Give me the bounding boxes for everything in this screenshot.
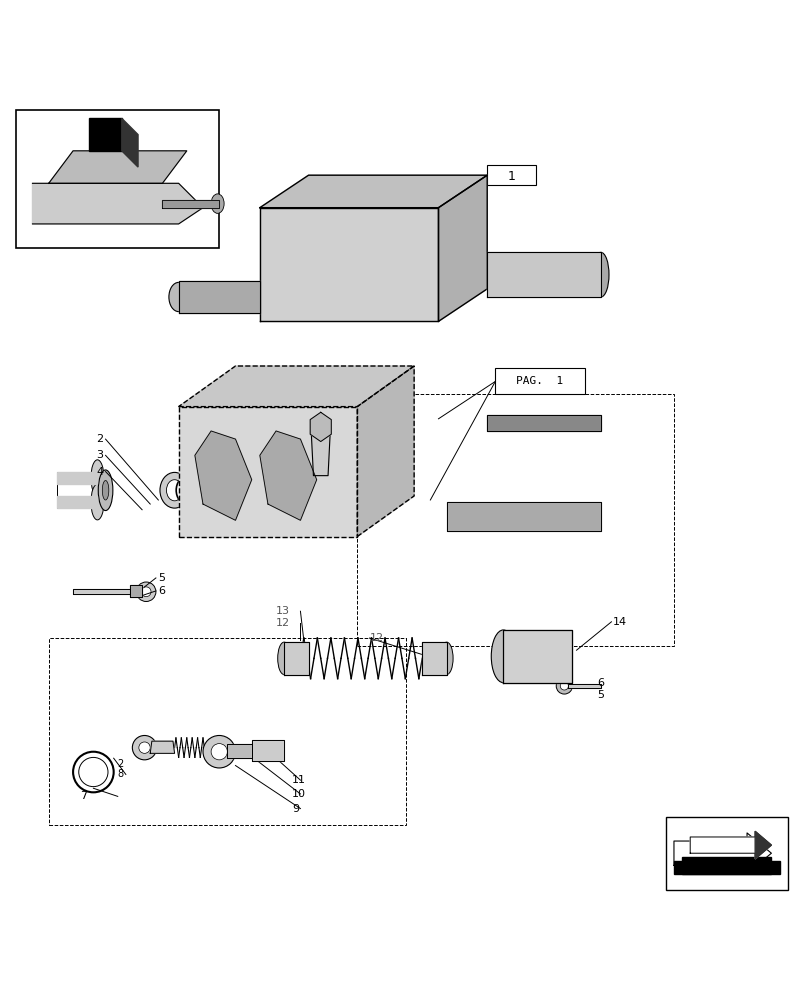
- Ellipse shape: [141, 587, 151, 597]
- Bar: [665, 817, 787, 890]
- Ellipse shape: [440, 642, 453, 675]
- Text: 2: 2: [118, 759, 124, 769]
- Polygon shape: [689, 831, 770, 859]
- Ellipse shape: [211, 194, 224, 213]
- Bar: [487, 165, 535, 185]
- Bar: [16, 110, 219, 248]
- Polygon shape: [260, 208, 438, 321]
- Polygon shape: [162, 200, 219, 208]
- Ellipse shape: [166, 480, 182, 501]
- Text: 14: 14: [612, 617, 626, 627]
- Ellipse shape: [139, 742, 150, 753]
- Polygon shape: [673, 833, 770, 874]
- Polygon shape: [487, 252, 600, 297]
- Ellipse shape: [264, 378, 288, 394]
- Text: 7: 7: [80, 791, 87, 801]
- Polygon shape: [446, 502, 600, 531]
- Polygon shape: [357, 366, 414, 537]
- Ellipse shape: [560, 682, 568, 690]
- Ellipse shape: [337, 378, 361, 394]
- Ellipse shape: [98, 470, 113, 511]
- Ellipse shape: [280, 252, 304, 277]
- Text: 3: 3: [96, 450, 103, 460]
- Bar: [495, 368, 584, 394]
- Polygon shape: [681, 857, 770, 874]
- Polygon shape: [754, 831, 770, 859]
- Text: PAG.  1: PAG. 1: [516, 376, 563, 386]
- Ellipse shape: [399, 234, 412, 247]
- Polygon shape: [284, 642, 308, 675]
- Ellipse shape: [136, 582, 156, 601]
- Polygon shape: [130, 585, 142, 597]
- Text: 10: 10: [292, 789, 306, 799]
- Bar: [357, 394, 673, 646]
- Text: 6: 6: [158, 586, 165, 596]
- Polygon shape: [178, 407, 357, 537]
- Polygon shape: [178, 366, 414, 407]
- Polygon shape: [57, 472, 97, 484]
- Ellipse shape: [132, 735, 157, 760]
- Bar: [49, 638, 406, 825]
- Text: 9: 9: [292, 804, 299, 814]
- Text: 5: 5: [158, 573, 165, 583]
- Ellipse shape: [211, 744, 227, 760]
- Ellipse shape: [491, 630, 515, 683]
- Polygon shape: [503, 630, 572, 683]
- Text: 11: 11: [292, 775, 306, 785]
- Text: 8: 8: [118, 769, 124, 779]
- Ellipse shape: [285, 258, 298, 271]
- Polygon shape: [673, 861, 779, 874]
- Text: 1: 1: [507, 170, 515, 183]
- Text: 6: 6: [596, 678, 603, 688]
- Text: 2: 2: [96, 434, 103, 444]
- Text: 12: 12: [276, 618, 290, 628]
- Ellipse shape: [361, 252, 385, 277]
- Ellipse shape: [203, 735, 235, 768]
- Ellipse shape: [320, 228, 345, 252]
- Ellipse shape: [91, 484, 104, 520]
- Polygon shape: [150, 741, 174, 753]
- Polygon shape: [260, 431, 316, 520]
- Ellipse shape: [393, 228, 418, 252]
- Polygon shape: [251, 740, 284, 761]
- Polygon shape: [311, 427, 330, 476]
- Polygon shape: [73, 589, 130, 594]
- Polygon shape: [195, 431, 251, 520]
- Polygon shape: [260, 175, 487, 208]
- Polygon shape: [422, 642, 446, 675]
- Polygon shape: [178, 281, 260, 313]
- Ellipse shape: [373, 273, 406, 305]
- Text: 13: 13: [276, 606, 290, 616]
- Polygon shape: [438, 175, 487, 321]
- Ellipse shape: [160, 472, 189, 508]
- Ellipse shape: [169, 282, 188, 312]
- Polygon shape: [310, 412, 331, 442]
- Ellipse shape: [292, 273, 324, 305]
- Ellipse shape: [102, 481, 109, 500]
- Polygon shape: [227, 744, 251, 758]
- Ellipse shape: [91, 460, 104, 496]
- Polygon shape: [32, 183, 203, 224]
- Ellipse shape: [367, 258, 380, 271]
- Polygon shape: [487, 415, 600, 431]
- Ellipse shape: [277, 642, 290, 675]
- Ellipse shape: [326, 234, 339, 247]
- Polygon shape: [568, 684, 600, 688]
- Ellipse shape: [556, 678, 572, 694]
- Polygon shape: [49, 151, 187, 183]
- Text: 4: 4: [96, 467, 103, 477]
- Text: 12: 12: [369, 633, 383, 643]
- Polygon shape: [57, 496, 97, 508]
- Polygon shape: [89, 118, 122, 151]
- Ellipse shape: [592, 252, 608, 297]
- Polygon shape: [122, 118, 138, 167]
- Text: 5: 5: [596, 690, 603, 700]
